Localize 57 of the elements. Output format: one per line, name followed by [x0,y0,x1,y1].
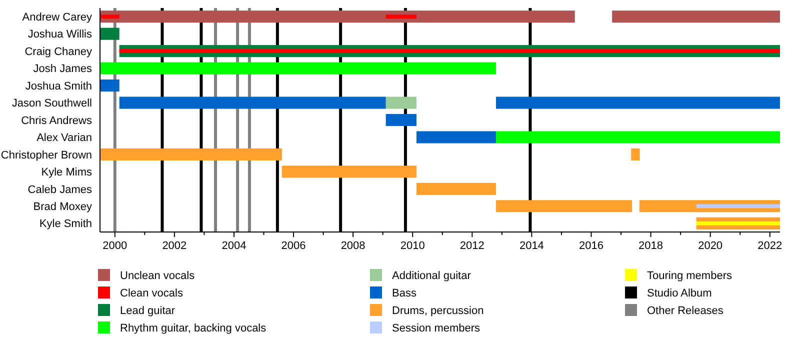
y-tick-label: Andrew Carey [22,11,92,24]
y-tick-label: Josh James [33,63,92,76]
bar [282,166,416,178]
y-tick-label: Christopher Brown [0,149,92,162]
bar [496,131,780,144]
y-tick-label: Craig Chaney [24,46,92,58]
bar [100,148,282,160]
bar [386,114,416,126]
legend-label: Unclean vocals [120,270,196,282]
y-tick-label: Caleb James [28,184,92,196]
legend-label: Drums, percussion [392,304,484,317]
legend-label: Rhythm guitar, backing vocals [120,322,267,334]
x-tick-label: 2000 [102,240,128,252]
legend-label: Touring members [647,270,732,282]
bar [100,80,120,92]
x-tick-label: 2008 [340,240,366,252]
bar [496,96,780,109]
x-tick-label: 2010 [400,240,425,252]
x-tick-label: 2022 [758,240,782,252]
legend-label: Studio Album [647,287,712,300]
y-tick-label: Kyle Smith [39,218,92,230]
x-tick-label: 2006 [281,240,306,252]
y-tick-label: Alex Varian [36,132,92,144]
bar [496,200,632,212]
bar [386,96,416,109]
bar [119,49,780,54]
bar [100,10,575,23]
bar [612,10,780,23]
x-tick-label: 2016 [579,240,604,252]
legend-label: Session members [392,322,481,334]
bar [386,14,416,19]
bar [119,96,386,109]
x-tick-label: 2014 [519,240,544,252]
x-tick-label: 2020 [698,240,723,252]
y-tick-label: Joshua Smith [25,80,92,92]
x-tick-label: 2012 [460,240,484,252]
legend-label: Lead guitar [120,304,176,317]
bar [631,148,640,160]
y-tick-label: Jason Southwell [12,98,92,110]
y-tick-label: Kyle Mims [41,166,92,179]
x-tick-label: 2018 [638,240,664,252]
y-tick-label: Joshua Willis [28,28,92,41]
bar [416,131,496,144]
legend-label: Bass [392,287,417,300]
legend-label: Other Releases [647,304,724,317]
bar [696,204,780,208]
bar [416,182,496,195]
bar [100,62,496,74]
y-tick-label: Chris Andrews [21,114,92,127]
y-tick-label: Brad Moxey [33,201,92,214]
x-tick-label: 2004 [222,240,246,252]
bar [100,14,120,19]
legend-label: Additional guitar [392,270,472,282]
legend-label: Clean vocals [120,287,184,300]
bar [100,28,120,40]
bar [696,221,780,226]
x-tick-label: 2002 [162,240,187,252]
